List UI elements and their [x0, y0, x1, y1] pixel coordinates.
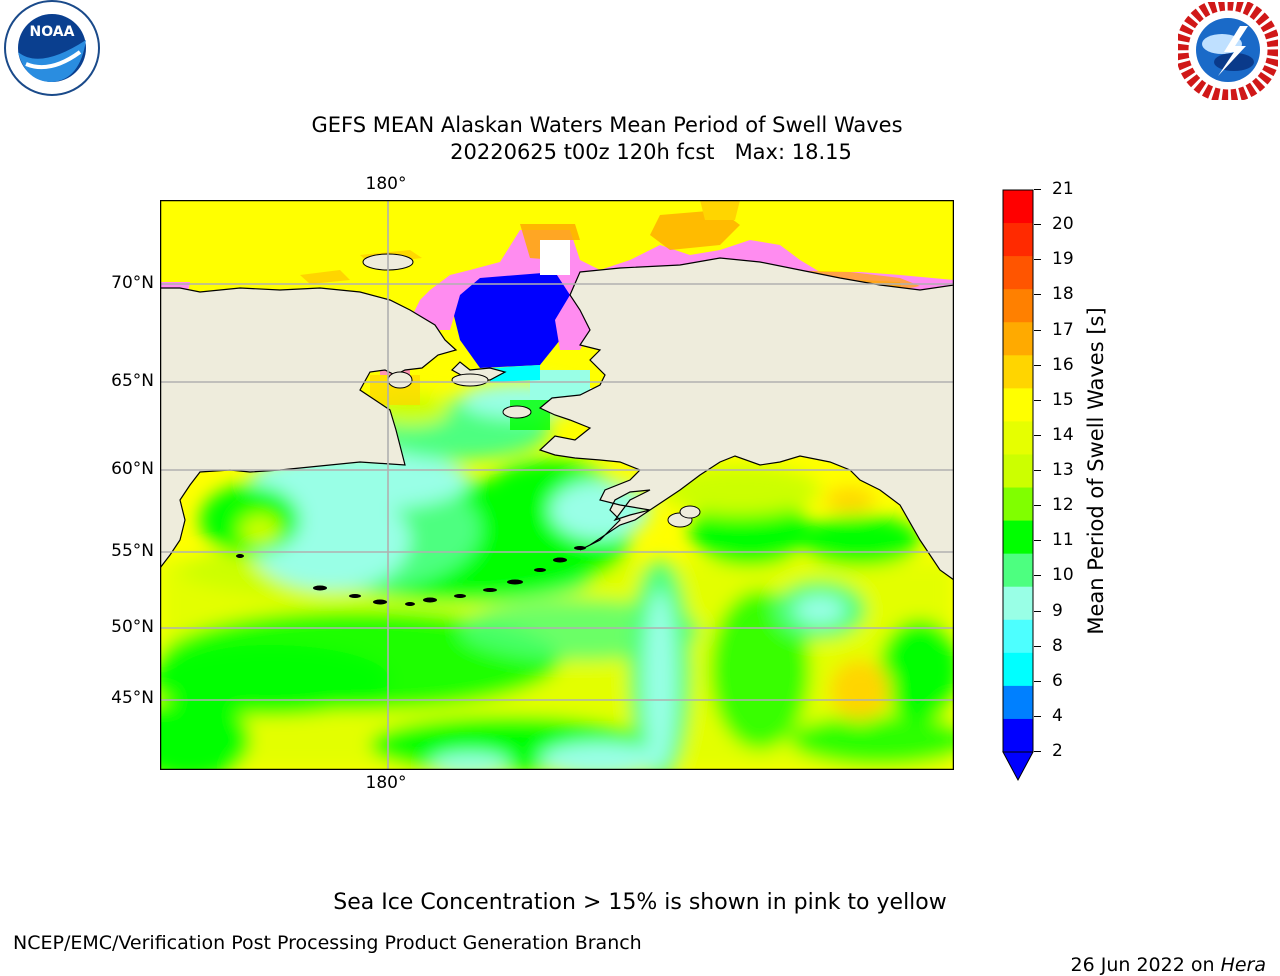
colorbar-swatch: [1003, 289, 1033, 323]
noaa-logo: NOAA: [0, 0, 104, 100]
colorbar-tick-label: 15: [1052, 389, 1074, 410]
colorbar-tick-label: 9: [1052, 600, 1063, 621]
colorbar-tick-label: 4: [1052, 705, 1063, 726]
lat-label-60n: 60°N: [111, 459, 154, 479]
sea-ice-note: Sea Ice Concentration > 15% is shown in …: [333, 890, 947, 915]
colorbar-swatch: [1003, 322, 1033, 356]
colorbar-tick-label: 12: [1052, 495, 1074, 516]
colorbar-swatch: [1003, 454, 1033, 489]
noaa-logo-text: NOAA: [30, 24, 75, 40]
colorbar-swatch: [1003, 223, 1033, 257]
lat-label-70n: 70°N: [111, 273, 154, 293]
colorbar-tick-mark: [1034, 715, 1041, 717]
colorbar-tick-label: 13: [1052, 460, 1074, 480]
colorbar-tick-mark: [1034, 645, 1041, 647]
colorbar-tick-mark: [1034, 575, 1041, 577]
colorbar-swatch: [1003, 685, 1033, 720]
colorbar-tick-label: 18: [1052, 284, 1074, 305]
colorbar-border: [1002, 189, 1034, 753]
colorbar-label: Mean Period of Swell Waves [s]: [1084, 307, 1108, 635]
swell-period-map: [160, 200, 954, 770]
footer-date-text: 26 Jun 2022 on: [1070, 954, 1221, 976]
footer-machine: Hera: [1220, 954, 1266, 976]
colorbar-tick-mark: [1034, 434, 1041, 436]
colorbar-tick-label: 8: [1052, 635, 1063, 656]
colorbar-tick-mark: [1034, 189, 1041, 190]
footer-credit: NCEP/EMC/Verification Post Processing Pr…: [13, 932, 642, 954]
colorbar-tick-mark: [1034, 470, 1041, 471]
colorbar-tick-label: 11: [1052, 530, 1074, 551]
colorbar-tick-mark: [1034, 610, 1041, 612]
lat-label-45n: 45°N: [111, 688, 154, 708]
title-line-2: 20220625 t00z 120h fcst Max: 18.15: [450, 140, 852, 164]
lat-label-55n: 55°N: [111, 541, 154, 561]
colorbar-tick-mark: [1034, 364, 1041, 366]
colorbar-swatch: [1003, 718, 1033, 753]
colorbar-tick-label: 10: [1052, 565, 1074, 586]
colorbar-swatch: [1003, 619, 1033, 654]
colorbar-tick-mark: [1034, 259, 1041, 261]
colorbar-swatch: [1003, 355, 1033, 389]
colorbar-tick-label: 2: [1052, 741, 1063, 761]
colorbar-tick-label: 6: [1052, 670, 1063, 691]
colorbar-swatch: [1003, 256, 1033, 290]
colorbar-swatches: [1002, 189, 1034, 782]
lon-label-bottom: 180°: [365, 773, 407, 793]
title-line-1: GEFS MEAN Alaskan Waters Mean Period of …: [311, 113, 903, 137]
colorbar-tick-label: 16: [1052, 354, 1074, 375]
colorbar-tick-mark: [1034, 751, 1041, 752]
colorbar-swatch: [1003, 421, 1033, 455]
colorbar-swatch: [1003, 388, 1033, 422]
colorbar-swatch: [1003, 520, 1033, 555]
footer-date: 26 Jun 2022 on Hera: [1058, 932, 1266, 976]
colorbar-tick-label: 14: [1052, 424, 1074, 445]
colorbar-tick-mark: [1034, 540, 1041, 542]
colorbar: [1002, 188, 1034, 788]
colorbar-tick-label: 19: [1052, 249, 1074, 270]
lon-label-top: 180°: [365, 174, 407, 194]
colorbar-tick-label: 17: [1052, 319, 1074, 340]
colorbar-swatch: [1003, 586, 1033, 621]
nws-logo: [1175, 0, 1280, 103]
colorbar-tick-label: 20: [1052, 214, 1074, 235]
colorbar-tick-mark: [1034, 329, 1041, 331]
chart-title: GEFS MEAN Alaskan Waters Mean Period of …: [0, 112, 1214, 166]
colorbar-tick-mark: [1034, 680, 1041, 682]
colorbar-tick-mark: [1034, 399, 1041, 401]
colorbar-tick-label: 21: [1052, 179, 1074, 199]
lat-label-65n: 65°N: [111, 371, 154, 391]
colorbar-tick-mark: [1034, 505, 1041, 507]
colorbar-tick-mark: [1034, 224, 1041, 226]
colorbar-swatch: [1003, 190, 1033, 224]
colorbar-extend-arrow: [1002, 751, 1034, 782]
lat-label-50n: 50°N: [111, 617, 154, 637]
colorbar-swatch: [1003, 553, 1033, 588]
colorbar-swatch: [1003, 652, 1033, 687]
colorbar-swatch: [1003, 487, 1033, 522]
colorbar-tick-mark: [1034, 294, 1041, 296]
